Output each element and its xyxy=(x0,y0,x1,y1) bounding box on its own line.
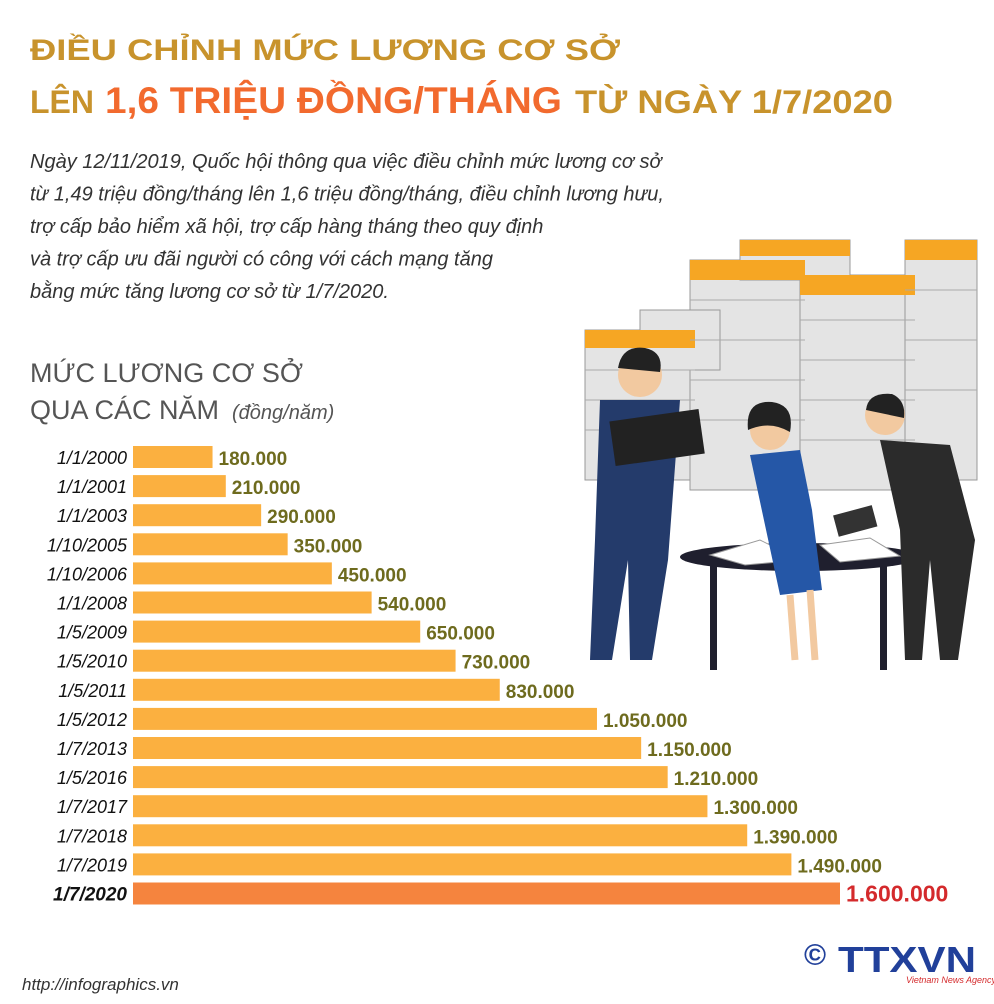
illustration xyxy=(584,239,978,670)
value-label: 540.000 xyxy=(378,595,447,616)
value-label: 1.150.000 xyxy=(647,740,732,761)
category-label: 1/7/2017 xyxy=(57,797,128,817)
value-label: 1.300.000 xyxy=(713,798,798,819)
value-label: 1.490.000 xyxy=(797,856,882,877)
value-label: 1.050.000 xyxy=(603,711,688,732)
category-label: 1/5/2009 xyxy=(57,623,127,643)
category-label: 1/7/2019 xyxy=(57,855,127,875)
category-label: 1/5/2010 xyxy=(57,652,127,672)
category-label: 1/1/2000 xyxy=(57,448,127,468)
bar xyxy=(133,620,421,643)
bar xyxy=(133,737,642,759)
agency: TTXVN xyxy=(838,939,976,980)
chart-title: QUA CÁC NĂM xyxy=(30,395,219,425)
bar xyxy=(133,678,500,701)
copyright: © xyxy=(804,939,826,972)
intro-line: Ngày 12/11/2019, Quốc hội thông qua việc… xyxy=(30,151,664,173)
bar xyxy=(133,591,372,614)
category-label: 1/1/2008 xyxy=(57,594,127,614)
bar xyxy=(133,795,708,818)
value-label: 450.000 xyxy=(338,565,407,586)
value-label: 730.000 xyxy=(462,653,531,674)
category-label: 1/7/2013 xyxy=(57,739,127,759)
category-label: 1/5/2011 xyxy=(58,681,127,701)
value-label: 1.210.000 xyxy=(674,769,759,790)
bar xyxy=(133,882,840,905)
bar xyxy=(133,766,668,789)
title-highlight: 1,6 TRIỆU ĐỒNG/THÁNG xyxy=(105,79,562,121)
footer-url: http://infographics.vn xyxy=(22,975,179,994)
intro-line: bằng mức tăng lương cơ sở từ 1/7/2020. xyxy=(30,280,389,303)
bar xyxy=(133,707,597,730)
intro-line: và trợ cấp ưu đãi người có công với cách… xyxy=(30,249,493,271)
intro-line: từ 1,49 triệu đồng/tháng lên 1,6 triệu đ… xyxy=(30,184,664,206)
bar xyxy=(133,649,456,672)
category-label: 1/1/2001 xyxy=(57,477,127,497)
category-label: 1/10/2005 xyxy=(47,535,128,555)
bar xyxy=(133,475,226,498)
category-label: 1/10/2006 xyxy=(47,564,128,584)
bar xyxy=(133,533,288,556)
value-label: 210.000 xyxy=(232,478,301,499)
agency-sub: Vietnam News Agency xyxy=(906,975,994,985)
value-label: 1.600.000 xyxy=(846,881,948,907)
bar xyxy=(133,562,332,585)
title-end: TỪ NGÀY 1/7/2020 xyxy=(575,84,893,120)
bar xyxy=(133,446,213,468)
value-label: 350.000 xyxy=(294,536,363,557)
category-label: 1/5/2016 xyxy=(57,768,128,788)
value-label: 830.000 xyxy=(506,682,575,703)
bar xyxy=(133,824,748,847)
value-label: 290.000 xyxy=(267,507,336,528)
category-label: 1/5/2012 xyxy=(57,710,127,730)
category-label: 1/1/2003 xyxy=(57,506,127,526)
category-label: 1/7/2020 xyxy=(53,885,127,906)
title-start: LÊN xyxy=(30,84,94,120)
title-line1: ĐIỀU CHỈNH MỨC LƯƠNG CƠ SỞ xyxy=(30,33,620,67)
chart-title: MỨC LƯƠNG CƠ SỞ xyxy=(30,356,303,388)
chart-unit: (đồng/năm) xyxy=(232,402,334,424)
bar xyxy=(133,504,262,527)
value-label: 180.000 xyxy=(219,449,288,470)
intro-line: trợ cấp bảo hiểm xã hội, trợ cấp hàng th… xyxy=(30,216,543,238)
value-label: 650.000 xyxy=(426,624,495,645)
value-label: 1.390.000 xyxy=(753,827,838,848)
category-label: 1/7/2018 xyxy=(57,826,127,846)
bar xyxy=(133,853,792,876)
